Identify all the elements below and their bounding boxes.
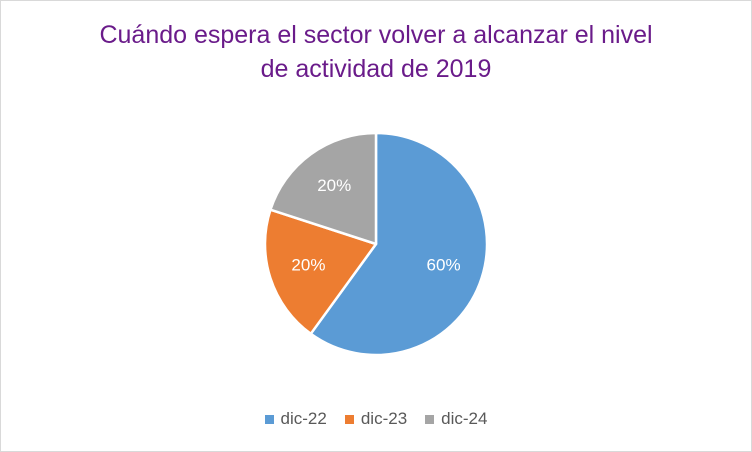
legend-swatch: [425, 414, 435, 424]
pie-slice-dic-23: [263, 208, 378, 336]
pie-slice-dic-24: [269, 131, 378, 246]
chart-title-line-2: de actividad de 2019: [260, 55, 492, 83]
data-label-dic-23: 20%: [291, 255, 325, 274]
legend-label: dic-24: [441, 409, 488, 428]
data-label-dic-22: 60%: [427, 255, 461, 274]
legend-swatch: [344, 414, 354, 424]
pie-slice-dic-22: [309, 131, 489, 357]
legend-item-dic-24: dic-24: [425, 409, 487, 429]
legend-item-dic-22: dic-22: [264, 409, 327, 429]
data-label-dic-24: 20%: [317, 176, 351, 195]
legend-swatch: [264, 414, 274, 424]
chart-title: Cuándo espera el sector volver a alcanza…: [0, 18, 752, 86]
legend-item-dic-23: dic-23: [344, 409, 408, 429]
chart-title-line-1: Cuándo espera el sector volver a alcanza…: [99, 21, 653, 49]
legend: dic-22 dic-23 dic-24: [0, 409, 752, 429]
legend-label: dic-22: [280, 409, 327, 428]
legend-label: dic-23: [360, 409, 408, 428]
